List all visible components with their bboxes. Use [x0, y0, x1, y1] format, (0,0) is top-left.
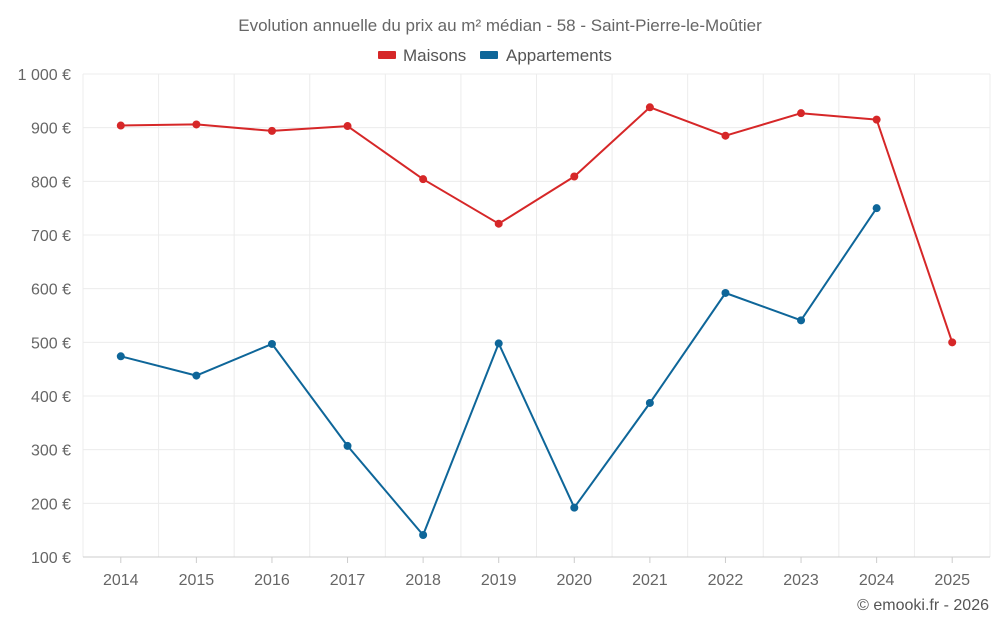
legend[interactable]: Maisons Appartements: [378, 46, 612, 65]
x-tick-label: 2021: [632, 572, 668, 589]
y-tick-label: 800 €: [31, 174, 71, 191]
legend-item-appartements[interactable]: Appartements: [480, 46, 612, 65]
legend-swatch-maisons: [378, 51, 396, 59]
point-maisons-2025[interactable]: [948, 338, 957, 347]
x-tick-label: 2024: [859, 572, 895, 589]
y-tick-label: 500 €: [31, 335, 71, 352]
legend-label-appartements: Appartements: [506, 46, 612, 65]
y-axis-ticks: 100 € 200 € 300 € 400 € 500 € 600 € 700 € 800 €…: [18, 67, 71, 567]
point-appartements-2018[interactable]: [419, 530, 428, 539]
x-tick-label: 2025: [934, 572, 970, 589]
point-maisons-2017[interactable]: [343, 122, 352, 131]
point-appartements-2021[interactable]: [645, 398, 654, 407]
x-tick-label: 2015: [179, 572, 215, 589]
chart-title: Evolution annuelle du prix au m² médian …: [238, 16, 762, 35]
point-appartements-2017[interactable]: [343, 441, 352, 450]
point-appartements-2020[interactable]: [570, 503, 579, 512]
x-tick-label: 2023: [783, 572, 819, 589]
point-maisons-2015[interactable]: [192, 120, 201, 129]
series: [116, 103, 957, 539]
x-tick-label: 2016: [254, 572, 290, 589]
y-tick-label: 400 €: [31, 389, 71, 406]
point-appartements-2024[interactable]: [872, 204, 881, 213]
y-tick-label: 900 €: [31, 121, 71, 138]
point-appartements-2023[interactable]: [797, 316, 806, 325]
point-maisons-2021[interactable]: [645, 103, 654, 112]
x-tick-label: 2017: [330, 572, 366, 589]
point-maisons-2020[interactable]: [570, 172, 579, 181]
x-tick-label: 2019: [481, 572, 517, 589]
point-maisons-2016[interactable]: [267, 126, 276, 135]
y-tick-label: 1 000 €: [18, 67, 71, 84]
x-tick-label: 2014: [103, 572, 139, 589]
point-appartements-2019[interactable]: [494, 339, 503, 348]
series-appartements: [116, 204, 881, 539]
y-tick-label: 300 €: [31, 443, 71, 460]
x-tick-label: 2020: [556, 572, 592, 589]
y-tick-label: 700 €: [31, 228, 71, 245]
point-appartements-2022[interactable]: [721, 288, 730, 297]
point-appartements-2015[interactable]: [192, 371, 201, 380]
legend-swatch-appartements: [480, 51, 498, 59]
point-appartements-2014[interactable]: [116, 352, 125, 361]
y-tick-label: 100 €: [31, 550, 71, 567]
point-maisons-2018[interactable]: [419, 175, 428, 184]
point-maisons-2023[interactable]: [797, 109, 806, 118]
credit-text: © emooki.fr - 2026: [857, 597, 989, 614]
point-appartements-2016[interactable]: [267, 339, 276, 348]
point-maisons-2019[interactable]: [494, 219, 503, 228]
point-maisons-2022[interactable]: [721, 131, 730, 140]
x-tick-label: 2018: [405, 572, 441, 589]
point-maisons-2024[interactable]: [872, 115, 881, 124]
series-line-maisons: [120, 106, 954, 343]
y-tick-label: 200 €: [31, 496, 71, 513]
grid: [82, 73, 991, 558]
legend-item-maisons[interactable]: Maisons: [378, 46, 466, 65]
series-maisons: [116, 103, 957, 347]
point-maisons-2014[interactable]: [116, 121, 125, 130]
x-tick-label: 2022: [708, 572, 744, 589]
legend-label-maisons: Maisons: [403, 46, 466, 65]
y-tick-label: 600 €: [31, 282, 71, 299]
x-axis-ticks: 2014 2015 2016 2017 2018 2019 2020 2021 2022 2023…: [103, 557, 970, 589]
